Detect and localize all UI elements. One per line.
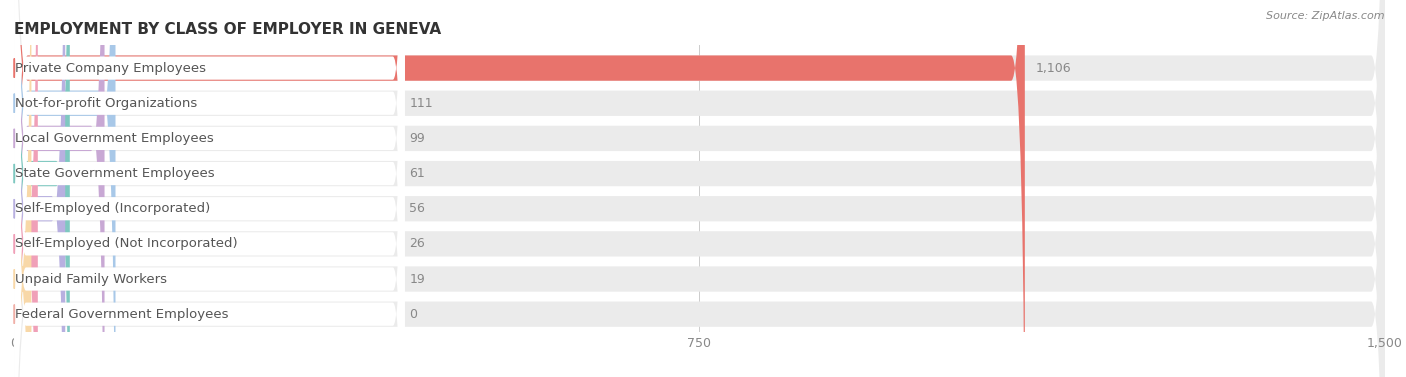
Text: Source: ZipAtlas.com: Source: ZipAtlas.com bbox=[1267, 11, 1385, 21]
Text: 56: 56 bbox=[409, 202, 425, 215]
Text: 61: 61 bbox=[409, 167, 425, 180]
Text: EMPLOYMENT BY CLASS OF EMPLOYER IN GENEVA: EMPLOYMENT BY CLASS OF EMPLOYER IN GENEV… bbox=[14, 22, 441, 37]
Text: Federal Government Employees: Federal Government Employees bbox=[14, 308, 228, 321]
FancyBboxPatch shape bbox=[14, 0, 405, 377]
Text: 19: 19 bbox=[409, 273, 425, 285]
Text: 111: 111 bbox=[409, 97, 433, 110]
FancyBboxPatch shape bbox=[14, 0, 1385, 377]
Text: Self-Employed (Incorporated): Self-Employed (Incorporated) bbox=[14, 202, 209, 215]
Text: Not-for-profit Organizations: Not-for-profit Organizations bbox=[14, 97, 197, 110]
Text: Self-Employed (Not Incorporated): Self-Employed (Not Incorporated) bbox=[14, 238, 238, 250]
FancyBboxPatch shape bbox=[14, 0, 1385, 377]
FancyBboxPatch shape bbox=[14, 0, 405, 377]
FancyBboxPatch shape bbox=[14, 0, 405, 377]
FancyBboxPatch shape bbox=[14, 0, 1025, 377]
FancyBboxPatch shape bbox=[14, 0, 38, 377]
FancyBboxPatch shape bbox=[14, 0, 1385, 377]
FancyBboxPatch shape bbox=[14, 0, 1385, 377]
FancyBboxPatch shape bbox=[14, 0, 31, 377]
Text: Unpaid Family Workers: Unpaid Family Workers bbox=[14, 273, 167, 285]
Text: State Government Employees: State Government Employees bbox=[14, 167, 214, 180]
FancyBboxPatch shape bbox=[14, 0, 65, 377]
FancyBboxPatch shape bbox=[14, 0, 1385, 377]
Text: 26: 26 bbox=[409, 238, 425, 250]
Text: 1,106: 1,106 bbox=[1036, 61, 1071, 75]
FancyBboxPatch shape bbox=[14, 0, 405, 377]
FancyBboxPatch shape bbox=[14, 0, 405, 377]
Text: Private Company Employees: Private Company Employees bbox=[14, 61, 205, 75]
FancyBboxPatch shape bbox=[14, 0, 405, 377]
FancyBboxPatch shape bbox=[14, 0, 1385, 377]
FancyBboxPatch shape bbox=[14, 0, 70, 377]
FancyBboxPatch shape bbox=[14, 0, 405, 377]
FancyBboxPatch shape bbox=[14, 0, 115, 377]
Text: 0: 0 bbox=[409, 308, 418, 321]
Text: Local Government Employees: Local Government Employees bbox=[14, 132, 214, 145]
FancyBboxPatch shape bbox=[14, 0, 405, 377]
Text: 99: 99 bbox=[409, 132, 425, 145]
FancyBboxPatch shape bbox=[14, 0, 104, 377]
FancyBboxPatch shape bbox=[14, 0, 1385, 377]
FancyBboxPatch shape bbox=[14, 0, 1385, 377]
